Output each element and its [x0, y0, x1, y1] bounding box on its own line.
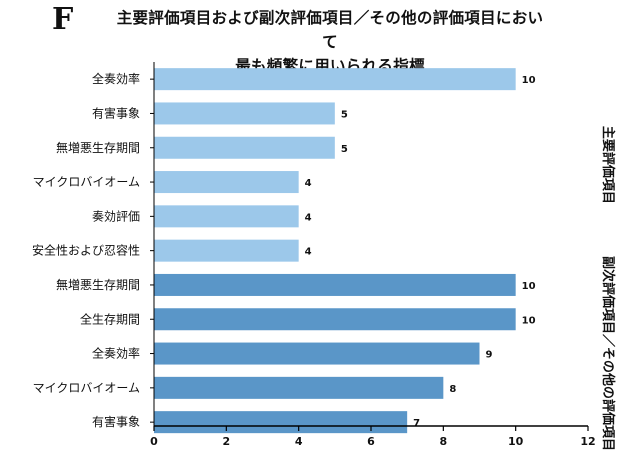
category-label: 無増悪生存期間: [56, 277, 140, 292]
category-label: 安全性および忍容性: [32, 243, 140, 258]
bar-secondary-0: [154, 273, 516, 296]
category-label: 有害事象: [92, 414, 140, 429]
category-label: 全奏効率: [92, 346, 140, 361]
bar-primary-0: [154, 68, 516, 91]
value-label: 5: [341, 109, 348, 120]
value-label: 9: [486, 350, 493, 361]
x-tick-label: 0: [150, 435, 158, 448]
value-label: 4: [305, 212, 312, 223]
value-label: 7: [413, 418, 420, 429]
group-label-primary: 主要評価項目: [600, 126, 616, 204]
category-label: マイクロバイオーム: [33, 175, 140, 189]
panel-letter: F: [52, 2, 74, 37]
x-tick-label: 8: [440, 435, 448, 448]
bar-primary-4: [154, 205, 299, 228]
value-label: 10: [522, 315, 536, 326]
value-label: 8: [449, 384, 456, 395]
value-label: 4: [305, 178, 312, 189]
bar-primary-2: [154, 136, 335, 159]
x-tick-label: 10: [508, 435, 524, 448]
bar-primary-1: [154, 102, 335, 125]
x-tick-label: 4: [295, 435, 303, 448]
value-label: 10: [522, 281, 536, 292]
bar-primary-3: [154, 171, 299, 194]
group-label-secondary: 副次評価項目／その他の評価項目: [600, 256, 616, 451]
category-label: マイクロバイオーム: [33, 381, 140, 395]
x-axis: 0 2 4 6 8 10 12: [150, 62, 596, 448]
value-label: 10: [522, 75, 536, 86]
bar-secondary-1: [154, 308, 516, 331]
category-label: 無増悪生存期間: [56, 140, 140, 155]
bars-layer: [154, 68, 516, 434]
bar-secondary-3: [154, 376, 444, 399]
labels-layer: 10 全奏効率 5 有害事象 5 無増悪生存期間 4 マイクロバイオーム 4 奏効評価 4 安全性およ…: [32, 71, 536, 429]
category-label: 全生存期間: [80, 311, 140, 326]
chart-title-line-1: 主要評価項目および副次評価項目／その他の評価項目において: [116, 9, 544, 51]
value-label: 5: [341, 144, 348, 155]
x-tick-label: 6: [367, 435, 375, 448]
bar-secondary-4: [154, 411, 408, 434]
bar-primary-5: [154, 239, 299, 262]
x-tick-label: 12: [580, 435, 595, 448]
category-label: 奏効評価: [92, 208, 140, 223]
value-label: 4: [305, 247, 312, 258]
bar-secondary-2: [154, 342, 480, 365]
x-tick-label: 2: [223, 435, 231, 448]
category-label: 全奏効率: [92, 71, 140, 86]
category-label: 有害事象: [92, 105, 140, 120]
